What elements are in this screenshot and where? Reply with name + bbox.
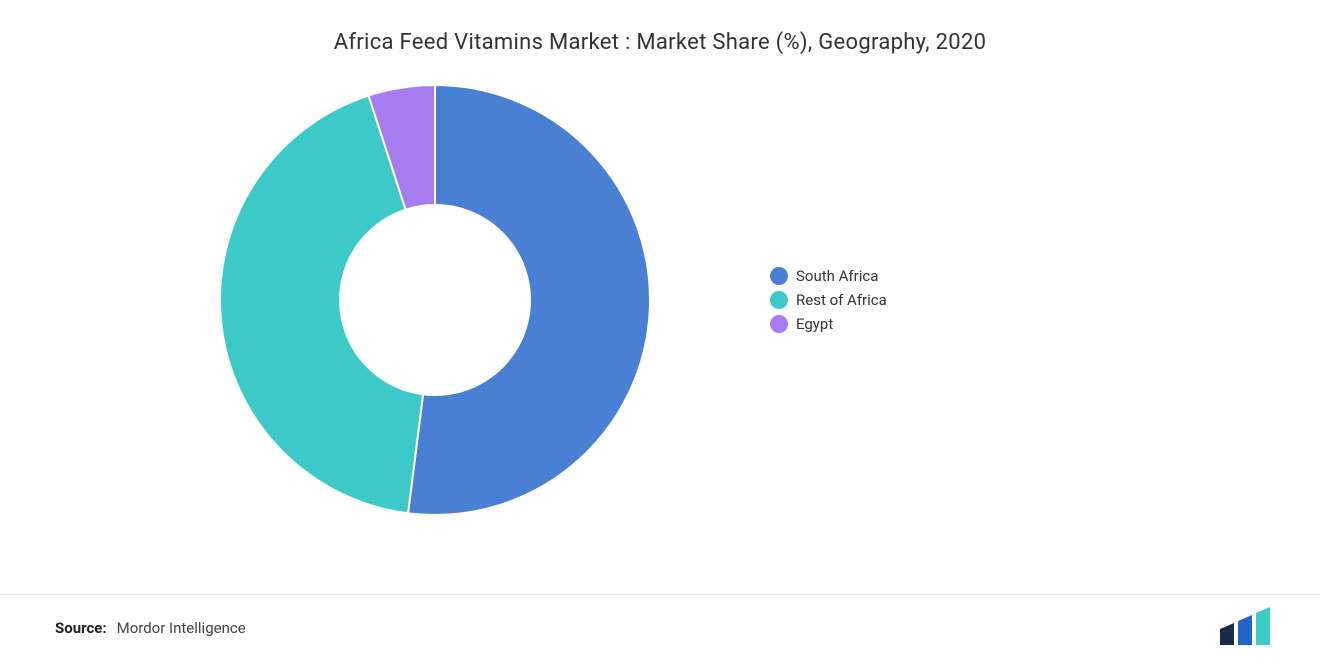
brand-logo-icon	[1220, 603, 1280, 645]
legend-swatch-icon	[770, 315, 788, 333]
legend-swatch-icon	[770, 267, 788, 285]
chart-container: Africa Feed Vitamins Market : Market Sha…	[0, 0, 1320, 665]
source-footer: Source: Mordor Intelligence	[55, 619, 246, 637]
donut-chart	[220, 85, 650, 515]
legend: South Africa Rest of Africa Egypt	[770, 267, 887, 333]
legend-item: Rest of Africa	[770, 291, 887, 309]
chart-area: South Africa Rest of Africa Egypt	[50, 85, 1270, 515]
legend-item: Egypt	[770, 315, 887, 333]
footer-divider	[0, 594, 1320, 595]
source-value: Mordor Intelligence	[117, 619, 246, 637]
source-key: Source:	[55, 619, 107, 637]
donut-slice	[408, 85, 650, 515]
legend-item: South Africa	[770, 267, 887, 285]
legend-label: Rest of Africa	[796, 291, 887, 309]
legend-label: Egypt	[796, 315, 833, 333]
chart-title: Africa Feed Vitamins Market : Market Sha…	[50, 30, 1270, 55]
legend-swatch-icon	[770, 291, 788, 309]
legend-label: South Africa	[796, 267, 878, 285]
donut-svg	[220, 85, 650, 515]
